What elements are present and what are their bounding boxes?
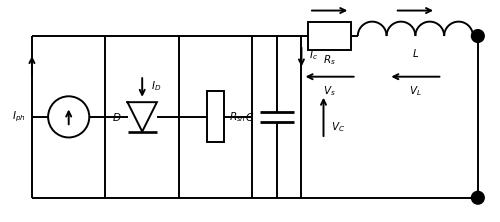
Text: $V_C$: $V_C$ bbox=[331, 120, 345, 134]
Text: $I_{sc}$: $I_{sc}$ bbox=[409, 0, 422, 3]
Text: $L$: $L$ bbox=[412, 47, 419, 59]
Text: $V_s$: $V_s$ bbox=[324, 84, 336, 98]
Circle shape bbox=[472, 192, 484, 204]
Text: $I_{sc}$: $I_{sc}$ bbox=[324, 0, 336, 3]
Text: $I_{ph}$: $I_{ph}$ bbox=[12, 110, 26, 124]
Bar bbox=[208, 91, 224, 142]
Text: $R_s$: $R_s$ bbox=[323, 54, 336, 67]
Text: $I_D$: $I_D$ bbox=[151, 80, 162, 93]
Circle shape bbox=[472, 30, 484, 42]
Bar bbox=[308, 22, 352, 50]
Text: $C$: $C$ bbox=[244, 111, 254, 123]
Text: $V_L$: $V_L$ bbox=[409, 84, 422, 98]
Text: $I_c$: $I_c$ bbox=[309, 48, 318, 61]
Text: $D$: $D$ bbox=[112, 111, 122, 123]
Text: $R_{sh}$: $R_{sh}$ bbox=[229, 110, 246, 124]
